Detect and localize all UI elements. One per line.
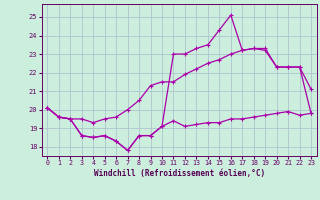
X-axis label: Windchill (Refroidissement éolien,°C): Windchill (Refroidissement éolien,°C) — [94, 169, 265, 178]
